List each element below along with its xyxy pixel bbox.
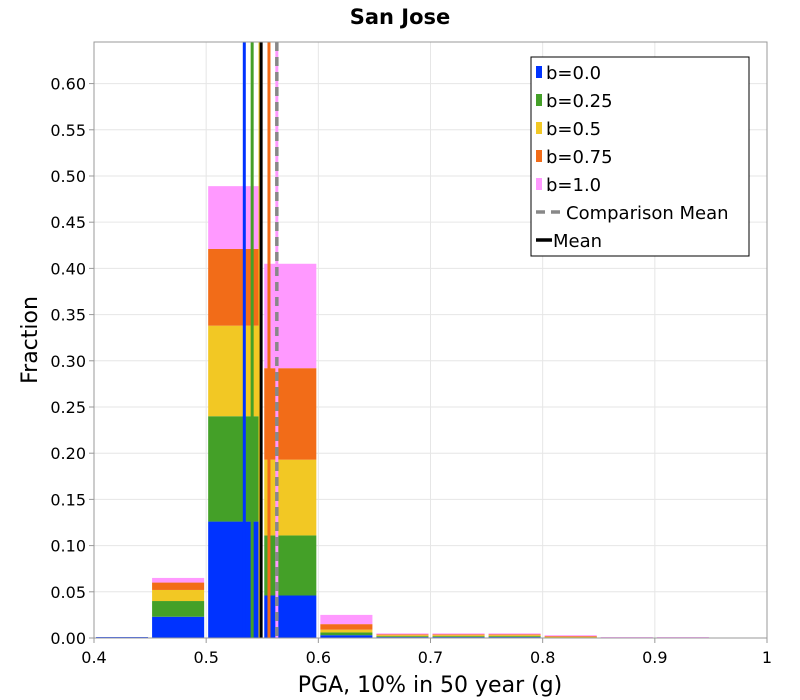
y-tick-label: 0.45 — [50, 213, 86, 232]
legend-swatch — [536, 94, 542, 106]
bar-segment — [152, 616, 205, 638]
y-axis-ticks: 0.00 0.05 0.10 0.15 0.20 0.25 0.30 0.35 0.40 0.45… — [50, 75, 94, 648]
mean-lines-group — [242, 42, 279, 638]
y-tick-label: 0.35 — [50, 306, 86, 325]
legend-swatch — [536, 66, 542, 78]
x-tick-label: 0.6 — [306, 648, 331, 667]
bar-segment — [544, 635, 597, 637]
y-tick-label: 0.30 — [50, 352, 86, 371]
legend-label: b=0.25 — [546, 91, 613, 112]
bar-segment — [488, 635, 541, 637]
legend-label: Comparison Mean — [566, 203, 729, 224]
y-tick-label: 0.25 — [50, 398, 86, 417]
legend: b=0.0 b=0.25 b=0.5 b=0.75 b=1.0 Comparison Me… — [530, 56, 750, 257]
bar-segment — [264, 535, 317, 596]
legend-swatch — [536, 178, 542, 190]
bar-segment — [432, 634, 485, 636]
legend-label: Mean — [553, 231, 602, 252]
y-tick-label: 0.00 — [50, 629, 86, 648]
bar-segment — [544, 636, 597, 637]
y-tick-label: 0.20 — [50, 444, 86, 463]
y-axis-label: Fraction — [18, 296, 43, 384]
bar-segment — [152, 577, 205, 583]
y-tick-label: 0.15 — [50, 490, 86, 509]
y-tick-label: 0.50 — [50, 167, 86, 186]
legend-label: b=0.5 — [546, 119, 601, 140]
bar-segment — [152, 589, 205, 602]
x-tick-label: 0.9 — [642, 648, 667, 667]
bar-segment — [376, 633, 429, 635]
bar-segment — [320, 632, 373, 636]
bar-segment — [432, 635, 485, 637]
bar-segment — [488, 633, 541, 635]
legend-label: b=0.75 — [546, 147, 613, 168]
y-tick-label: 0.05 — [50, 583, 86, 602]
bar-segment — [320, 635, 373, 638]
x-tick-label: 0.5 — [193, 648, 218, 667]
legend-swatch — [536, 150, 542, 162]
bar-segment — [544, 637, 597, 638]
x-axis-label: PGA, 10% in 50 year (g) — [298, 673, 562, 698]
legend-swatch — [536, 122, 542, 134]
bar-segment — [376, 636, 429, 638]
x-axis-ticks: 0.4 0.5 0.6 0.7 0.8 0.9 1 — [81, 638, 772, 667]
y-tick-label: 0.55 — [50, 121, 86, 140]
legend-label: b=1.0 — [546, 175, 601, 196]
legend-box — [530, 56, 750, 257]
bar-segment — [376, 635, 429, 637]
bar-segment — [264, 595, 317, 638]
y-tick-label: 0.40 — [50, 259, 86, 278]
x-tick-label: 1 — [762, 648, 772, 667]
bar-segment — [320, 624, 373, 630]
legend-label: b=0.0 — [546, 63, 601, 84]
y-tick-label: 0.10 — [50, 537, 86, 556]
bar-segment — [376, 634, 429, 636]
bar-segment — [264, 459, 317, 536]
bar-segment — [488, 634, 541, 636]
x-tick-label: 0.8 — [530, 648, 555, 667]
bar-segment — [152, 601, 205, 617]
bar-segment — [432, 633, 485, 635]
bar-segment — [432, 636, 485, 638]
x-tick-label: 0.7 — [418, 648, 443, 667]
bar-segment — [320, 614, 373, 625]
chart-title: San Jose — [350, 5, 451, 29]
x-tick-label: 0.4 — [81, 648, 106, 667]
bar-segment — [320, 629, 373, 633]
bar-segment — [264, 368, 317, 460]
y-tick-label: 0.60 — [50, 75, 86, 94]
bar-segment — [544, 636, 597, 638]
bar-segment — [488, 636, 541, 638]
bar-segment — [152, 582, 205, 590]
bar-segment — [264, 263, 317, 369]
